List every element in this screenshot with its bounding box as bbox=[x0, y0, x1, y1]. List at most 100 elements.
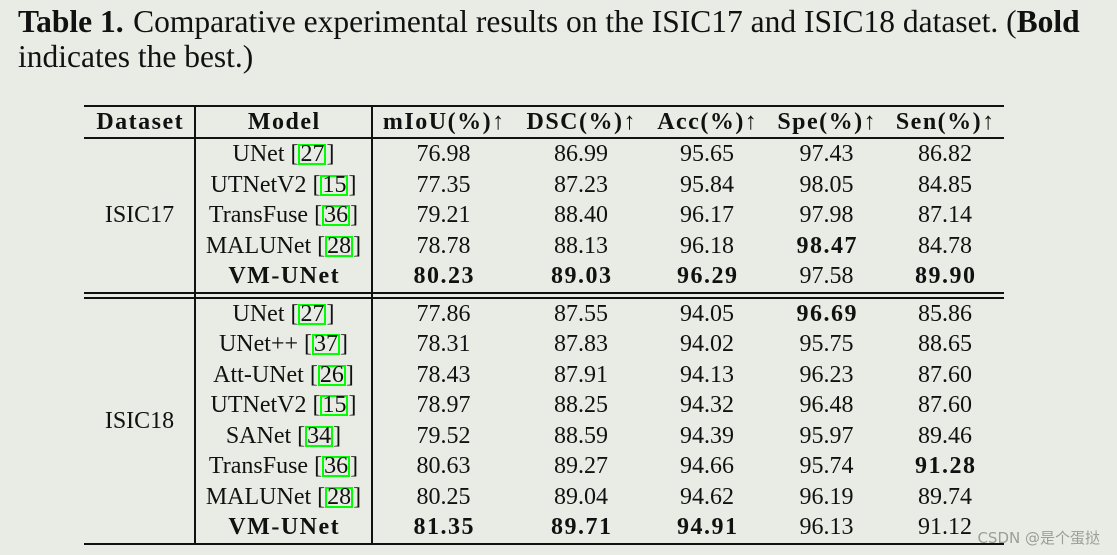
model-name: MALUNet bbox=[205, 483, 312, 510]
citation-link[interactable]: [15] bbox=[312, 392, 356, 418]
citation-open-bracket: [ bbox=[312, 171, 321, 198]
bottom-rule bbox=[84, 542, 1004, 545]
model-name: UNet bbox=[232, 141, 285, 168]
model-cell: TransFuse [36] bbox=[195, 200, 372, 231]
citation-number[interactable]: 15 bbox=[320, 171, 349, 198]
citation-open-bracket: [ bbox=[314, 453, 323, 480]
sen-value: 91.28 bbox=[915, 453, 977, 480]
model-cell: VM-UNet bbox=[195, 261, 372, 292]
citation-link[interactable]: [28] bbox=[317, 233, 361, 259]
sen-cell: 84.78 bbox=[886, 231, 1004, 262]
acc-cell: 94.91 bbox=[647, 512, 767, 543]
citation-link[interactable]: [34] bbox=[297, 423, 341, 449]
citation-link[interactable]: [28] bbox=[317, 484, 361, 510]
acc-value: 94.39 bbox=[680, 422, 734, 449]
dsc-value: 89.03 bbox=[551, 263, 613, 290]
spe-value: 95.97 bbox=[799, 422, 854, 449]
sen-cell: 89.74 bbox=[886, 482, 1004, 513]
header-spe-cell: Spe(%)↑ bbox=[767, 107, 886, 137]
acc-value: 95.65 bbox=[680, 141, 734, 168]
dataset-cell: ISIC17 bbox=[84, 139, 195, 292]
citation-open-bracket: [ bbox=[297, 422, 306, 449]
spe-value: 96.69 bbox=[796, 300, 858, 327]
citation-number[interactable]: 28 bbox=[325, 483, 354, 510]
sen-cell: 87.14 bbox=[886, 200, 1004, 231]
sen-value: 89.46 bbox=[918, 422, 972, 449]
citation-number[interactable]: 36 bbox=[322, 453, 351, 480]
header-dataset: Dataset bbox=[96, 109, 185, 135]
citation-number[interactable]: 15 bbox=[320, 392, 349, 419]
acc-cell: 96.29 bbox=[647, 261, 767, 292]
citation-link[interactable]: [27] bbox=[290, 141, 334, 167]
sen-cell: 91.12 bbox=[886, 512, 1004, 543]
model-name: Att-UNet bbox=[213, 361, 304, 388]
citation-number[interactable]: 37 bbox=[312, 331, 341, 358]
citation-number[interactable]: 26 bbox=[317, 361, 346, 388]
dsc-value: 88.40 bbox=[554, 202, 608, 229]
acc-value: 94.91 bbox=[677, 514, 739, 541]
spe-value: 96.13 bbox=[799, 514, 854, 541]
model-entry: UNet [27] bbox=[233, 302, 335, 326]
model-name: TransFuse bbox=[208, 453, 309, 480]
citation-number[interactable]: 36 bbox=[322, 202, 351, 229]
dataset-group: ISIC17 UNet [27] 76.98 86.99 95.65 97.43 86.82 U… bbox=[84, 139, 1004, 292]
header-model: Model bbox=[247, 109, 321, 135]
model-name: MALUNet bbox=[205, 232, 312, 259]
citation-link[interactable]: [37] bbox=[304, 331, 348, 357]
citation-link[interactable]: [15] bbox=[312, 172, 356, 198]
spe-cell: 98.05 bbox=[767, 170, 886, 201]
miou-cell: 77.86 bbox=[372, 299, 515, 330]
miou-value: 77.35 bbox=[416, 171, 471, 198]
model-cell: SANet [34] bbox=[195, 421, 372, 452]
table-row: MALUNet [28] 80.25 89.04 94.62 96.19 89.74 bbox=[195, 482, 1004, 513]
header-miou-cell: mIoU(%)↑ bbox=[372, 107, 515, 137]
spe-value: 95.75 bbox=[799, 331, 854, 358]
miou-cell: 76.98 bbox=[372, 139, 515, 170]
citation-number[interactable]: 27 bbox=[298, 141, 327, 168]
table-row: UTNetV2 [15] 77.35 87.23 95.84 98.05 84.85 bbox=[195, 170, 1004, 201]
citation-link[interactable]: [36] bbox=[314, 453, 358, 479]
model-cell: UTNetV2 [15] bbox=[195, 390, 372, 421]
spe-cell: 97.58 bbox=[767, 261, 886, 292]
dsc-cell: 87.23 bbox=[515, 170, 647, 201]
citation-open-bracket: [ bbox=[290, 141, 299, 168]
acc-cell: 94.32 bbox=[647, 390, 767, 421]
table-row: MALUNet [28] 78.78 88.13 96.18 98.47 84.78 bbox=[195, 231, 1004, 262]
sen-value: 85.86 bbox=[918, 300, 972, 327]
miou-value: 81.35 bbox=[413, 514, 475, 541]
citation-close-bracket: ] bbox=[353, 232, 362, 259]
acc-cell: 96.18 bbox=[647, 231, 767, 262]
model-cell: UNet++ [37] bbox=[195, 329, 372, 360]
citation-number[interactable]: 27 bbox=[298, 300, 327, 327]
dsc-cell: 89.27 bbox=[515, 451, 647, 482]
citation-link[interactable]: [27] bbox=[290, 301, 334, 327]
model-cell: VM-UNet bbox=[195, 512, 372, 543]
dsc-cell: 89.71 bbox=[515, 512, 647, 543]
miou-value: 80.23 bbox=[413, 263, 475, 290]
citation-close-bracket: ] bbox=[350, 453, 359, 480]
sen-value: 84.78 bbox=[918, 232, 972, 259]
header-dsc-cell: DSC(%)↑ bbox=[515, 107, 647, 137]
sen-value: 86.82 bbox=[918, 141, 972, 168]
acc-cell: 95.65 bbox=[647, 139, 767, 170]
spe-value: 97.98 bbox=[799, 202, 854, 229]
sen-value: 87.14 bbox=[918, 202, 972, 229]
spe-cell: 96.69 bbox=[767, 299, 886, 330]
model-entry: UTNetV2 [15] bbox=[211, 173, 357, 197]
dsc-value: 87.23 bbox=[554, 171, 608, 198]
citation-close-bracket: ] bbox=[333, 422, 342, 449]
citation-link[interactable]: [36] bbox=[314, 202, 358, 228]
acc-cell: 94.62 bbox=[647, 482, 767, 513]
citation-number[interactable]: 34 bbox=[305, 422, 334, 449]
citation-close-bracket: ] bbox=[340, 331, 349, 358]
citation-close-bracket: ] bbox=[345, 361, 354, 388]
watermark: CSDN @是个蛋挞 bbox=[977, 529, 1100, 547]
group-separator-rule bbox=[84, 291, 1004, 299]
citation-number[interactable]: 28 bbox=[325, 232, 354, 259]
spe-cell: 97.43 bbox=[767, 139, 886, 170]
miou-cell: 78.97 bbox=[372, 390, 515, 421]
citation-link[interactable]: [26] bbox=[310, 362, 354, 388]
acc-value: 96.18 bbox=[680, 232, 734, 259]
spe-value: 96.19 bbox=[799, 483, 854, 510]
dsc-cell: 88.59 bbox=[515, 421, 647, 452]
